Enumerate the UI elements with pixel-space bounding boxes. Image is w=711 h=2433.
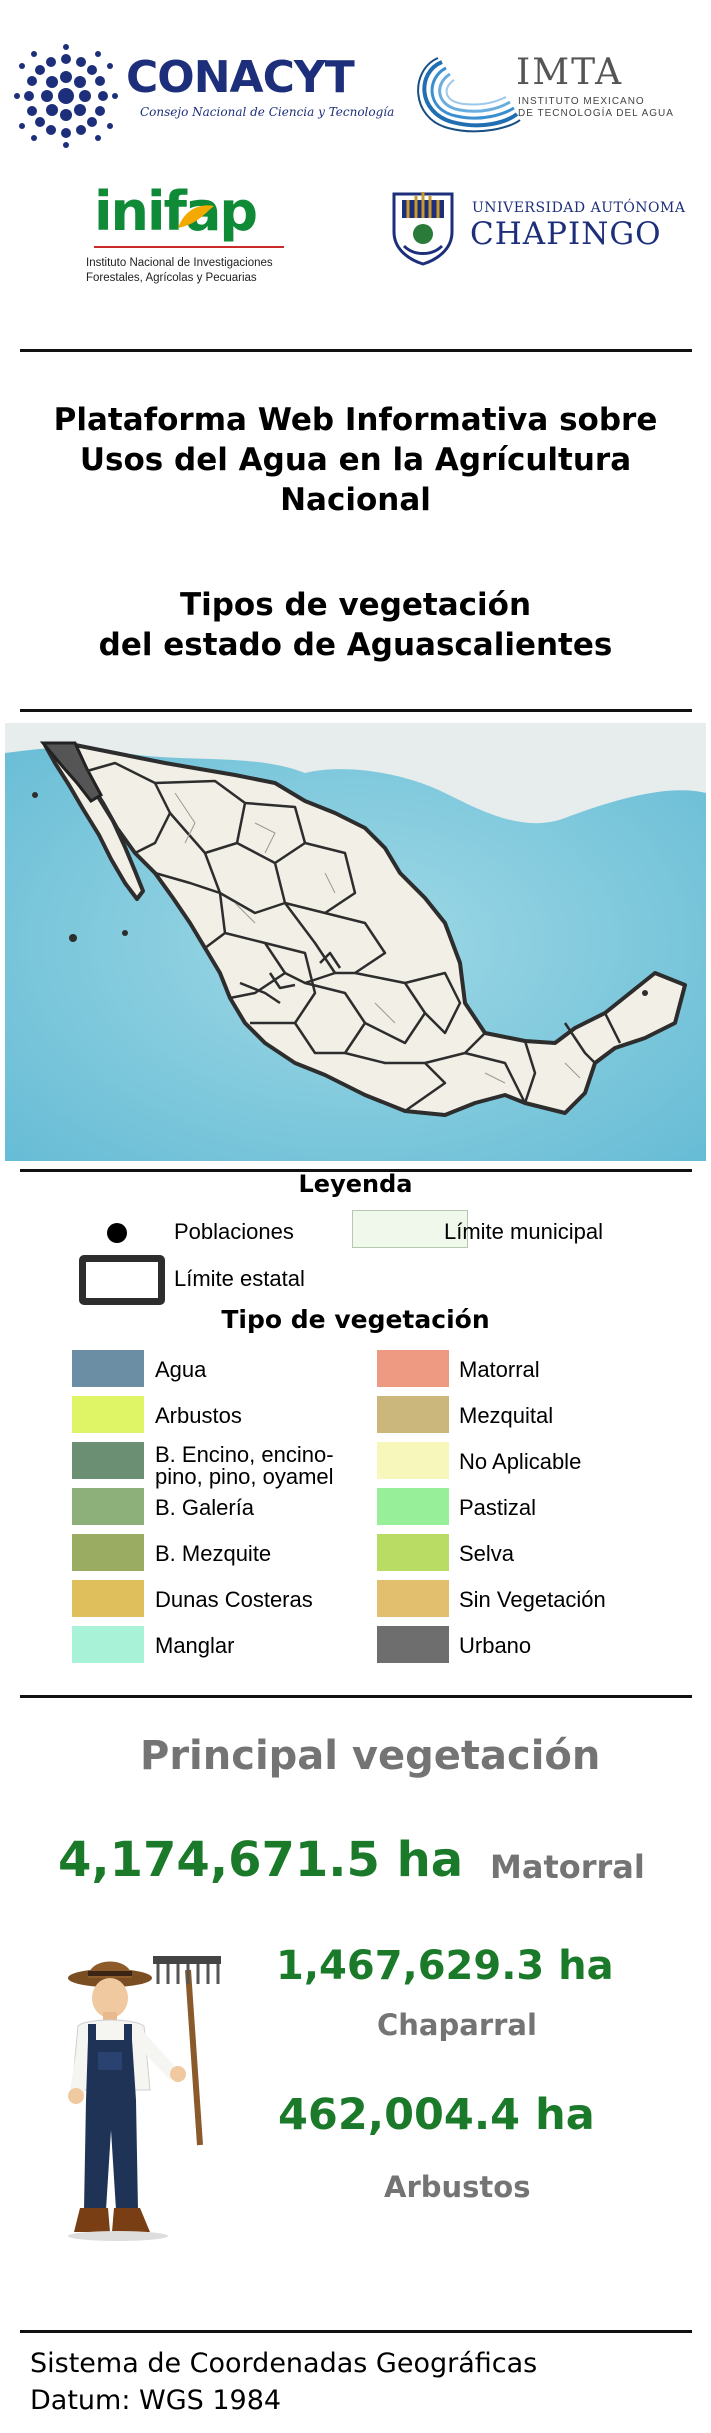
label-b-mezquite: B. Mezquite bbox=[155, 1541, 272, 1566]
principal-vegetation-title: Principal vegetación bbox=[140, 1733, 601, 1779]
swatch-mezquital bbox=[377, 1396, 449, 1433]
principal-name-3: Arbustos bbox=[384, 2170, 531, 2204]
imta-swirl-icon bbox=[417, 57, 521, 133]
subtitle-line-1: Tipos de vegetación bbox=[179, 587, 532, 623]
swatch-dunas-costeras bbox=[72, 1580, 144, 1617]
swatch-urbano bbox=[377, 1626, 449, 1663]
inifap-leaf-icon bbox=[178, 205, 214, 228]
imta-logo: IMTA INSTITUTO MEXICANO DE TECNOLOGÍA DE… bbox=[412, 52, 702, 142]
divider-legend bbox=[20, 1695, 692, 1698]
label-b-galeria: B. Galería bbox=[155, 1495, 255, 1520]
conacyt-logo: CONACYT Consejo Nacional de Ciencia y Te… bbox=[14, 44, 394, 154]
poblaciones-marker-icon bbox=[107, 1223, 127, 1243]
divider-top bbox=[20, 349, 692, 352]
label-sin-vegetacion: Sin Vegetación bbox=[459, 1587, 606, 1612]
swatch-b-encino bbox=[72, 1442, 144, 1479]
title-line-3: Nacional bbox=[280, 482, 431, 518]
swatch-matorral bbox=[377, 1350, 449, 1387]
island-4 bbox=[642, 990, 648, 996]
legend-limite-estatal: Límite estatal bbox=[174, 1266, 305, 1291]
imta-subtitle-line1: INSTITUTO MEXICANO bbox=[518, 96, 645, 107]
label-no-aplicable: No Aplicable bbox=[459, 1449, 582, 1474]
inifap-logo: inifap Instituto Nacional de Investigaci… bbox=[84, 180, 314, 290]
divider-bottom bbox=[20, 2330, 692, 2333]
divider-title bbox=[20, 709, 692, 712]
principal-value-1: 4,174,671.5 ha bbox=[58, 1832, 464, 1888]
label-selva: Selva bbox=[459, 1541, 515, 1566]
label-b-encino-line2: pino, pino, oyamel bbox=[155, 1464, 334, 1489]
mexico-map-graphic bbox=[5, 723, 706, 1161]
title-line-1: Plataforma Web Informativa sobre bbox=[53, 402, 658, 438]
chapingo-logo: UNIVERSIDAD AUTÓNOMA CHAPINGO bbox=[384, 186, 704, 276]
island-1 bbox=[69, 934, 77, 942]
swatch-sin-vegetacion bbox=[377, 1580, 449, 1617]
label-manglar: Manglar bbox=[155, 1633, 235, 1658]
datum-label: Datum: WGS 1984 bbox=[30, 2385, 282, 2416]
page-title: Plataforma Web Informativa sobre Usos de… bbox=[0, 400, 711, 520]
label-urbano: Urbano bbox=[459, 1633, 532, 1658]
limite-municipal-swatch bbox=[352, 1210, 468, 1248]
label-mezquital: Mezquital bbox=[459, 1403, 554, 1428]
usa-land bbox=[5, 723, 706, 824]
label-pastizal: Pastizal bbox=[459, 1495, 537, 1520]
inifap-divider bbox=[94, 246, 284, 248]
rake-icon bbox=[153, 1956, 221, 2146]
coordinate-system-label: Sistema de Coordenadas Geográficas bbox=[30, 2348, 538, 2379]
highlighted-state bbox=[39, 741, 103, 803]
swatch-selva bbox=[377, 1534, 449, 1571]
island-3 bbox=[32, 792, 38, 798]
farmer-illustration bbox=[68, 1956, 221, 2241]
principal-name-1: Matorral bbox=[490, 1848, 645, 1886]
principal-value-3: 462,004.4 ha bbox=[278, 2090, 595, 2140]
principal-value-2: 1,467,629.3 ha bbox=[276, 1943, 614, 1989]
mexico-land bbox=[73, 743, 687, 1117]
vegetation-map[interactable] bbox=[5, 723, 706, 1161]
title-line-2: Usos del Agua en la Agrícultura bbox=[79, 442, 632, 478]
inifap-subtitle-line2: Forestales, Agrícolas y Pecuarias bbox=[86, 272, 257, 284]
state-borders bbox=[86, 761, 622, 1113]
swatch-pastizal bbox=[377, 1488, 449, 1525]
swatch-agua bbox=[72, 1350, 144, 1387]
swatch-arbustos bbox=[72, 1396, 144, 1433]
swatch-b-mezquite bbox=[72, 1534, 144, 1571]
limite-estatal-swatch bbox=[79, 1255, 165, 1305]
imta-subtitle-line2: DE TECNOLOGÍA DEL AGUA bbox=[518, 108, 674, 119]
chapingo-subtitle: UNIVERSIDAD AUTÓNOMA bbox=[472, 200, 686, 216]
legend-title: Leyenda bbox=[298, 1170, 413, 1198]
label-b-encino-line1: B. Encino, encino- bbox=[155, 1442, 334, 1467]
municipal-borders bbox=[174, 792, 581, 1084]
chapingo-seal-icon bbox=[392, 192, 454, 266]
legend-poblaciones: Poblaciones bbox=[174, 1219, 294, 1244]
imta-name: IMTA bbox=[516, 52, 624, 93]
label-arbustos: Arbustos bbox=[155, 1403, 242, 1428]
legend-limite-municipal: Límite municipal bbox=[444, 1219, 603, 1244]
map-subtitle: Tipos de vegetación del estado de Aguasc… bbox=[0, 585, 711, 665]
conacyt-subtitle: Consejo Nacional de Ciencia y Tecnología bbox=[140, 105, 395, 119]
swatch-no-aplicable bbox=[377, 1442, 449, 1479]
swatch-manglar bbox=[72, 1626, 144, 1663]
divider-map bbox=[20, 1169, 692, 1172]
principal-name-2: Chaparral bbox=[377, 2008, 537, 2042]
inifap-name: inifap bbox=[94, 180, 258, 243]
inifap-subtitle-line1: Instituto Nacional de Investigaciones bbox=[86, 257, 273, 269]
label-dunas-costeras: Dunas Costeras bbox=[155, 1587, 313, 1612]
subtitle-line-2: del estado de Aguascalientes bbox=[98, 627, 613, 663]
island-2 bbox=[122, 930, 128, 936]
vegetation-type-title: Tipo de vegetación bbox=[221, 1305, 490, 1334]
conacyt-emblem-icon bbox=[14, 44, 118, 148]
label-agua: Agua bbox=[155, 1357, 207, 1382]
chapingo-name: CHAPINGO bbox=[470, 216, 662, 252]
label-matorral: Matorral bbox=[459, 1357, 540, 1382]
conacyt-name: CONACYT bbox=[126, 52, 355, 103]
swatch-b-galeria bbox=[72, 1488, 144, 1525]
